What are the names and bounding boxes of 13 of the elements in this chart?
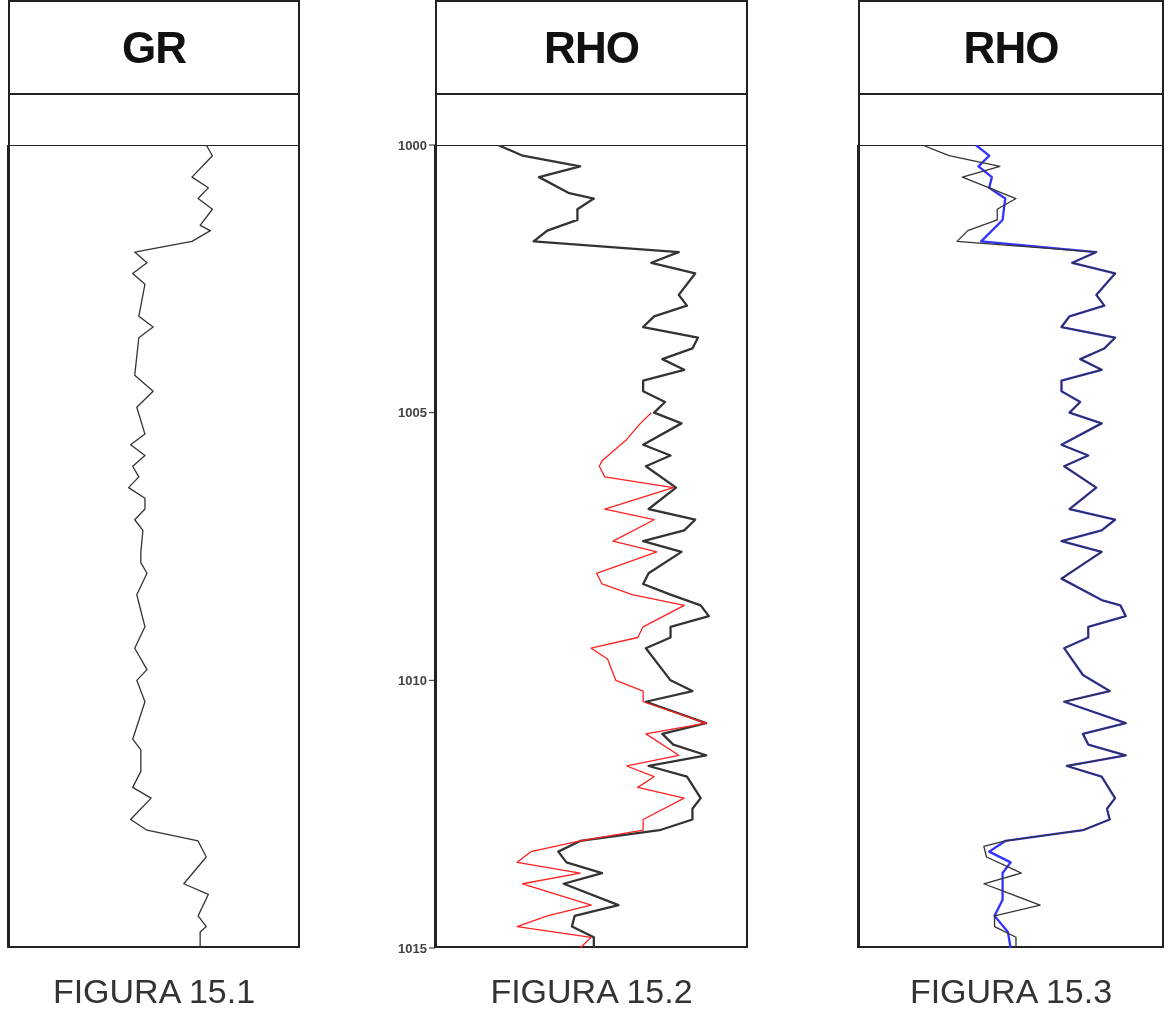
text: FIGURA 15.3 — [908, 972, 1114, 1011]
header-box: RHO — [858, 0, 1164, 146]
y-tick-label: 1010 — [398, 672, 427, 688]
header-box: GR — [8, 0, 300, 146]
chart-title: RHO — [437, 2, 746, 95]
y-tick-label: 1000 — [398, 137, 427, 153]
text: FIGURA 15.1 — [51, 972, 257, 1011]
y-tick-label: 1015 — [398, 940, 427, 956]
text: FIGURA 15.2 — [489, 972, 694, 1011]
chart-title: RHO — [860, 2, 1162, 95]
chart-title: GR — [10, 2, 298, 95]
header-box: RHO — [435, 0, 748, 146]
y-tick-label: 1005 — [398, 405, 427, 421]
